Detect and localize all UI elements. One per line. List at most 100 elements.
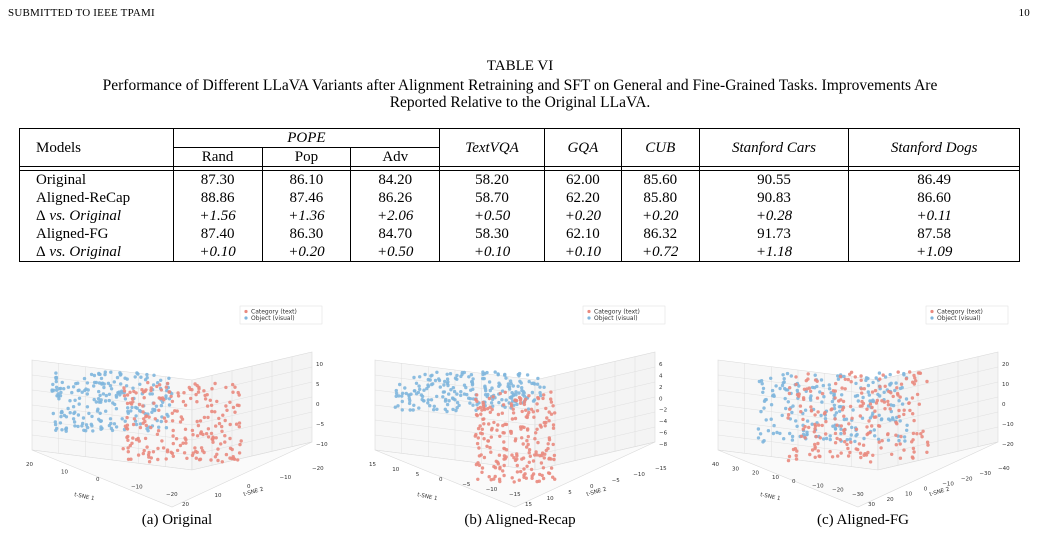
point-visual (888, 372, 892, 377)
z-tick-label: 5 (316, 382, 320, 388)
point-visual (772, 394, 776, 398)
point-text (183, 403, 188, 407)
point-visual (818, 390, 822, 394)
point-visual (790, 438, 795, 442)
table-caption-line-2: Reported Relative to the Original LLaVA. (389, 94, 651, 111)
point-text (501, 469, 505, 473)
point-visual (828, 434, 832, 438)
point-visual (157, 425, 161, 429)
point-text (912, 418, 916, 423)
point-text (231, 405, 236, 410)
point-visual (856, 399, 860, 403)
point-visual (102, 385, 106, 390)
z-tick-label: −5 (316, 422, 325, 428)
point-visual (848, 437, 852, 441)
scatter-points (393, 370, 557, 484)
point-text (147, 460, 152, 464)
point-visual (810, 422, 814, 426)
point-text (225, 408, 229, 412)
point-text (498, 391, 502, 396)
point-visual (838, 409, 842, 413)
z-tick-label: 20 (1002, 362, 1009, 368)
point-visual (429, 398, 434, 402)
table-cell: +1.09 (848, 243, 1020, 262)
point-visual (417, 384, 421, 388)
y-tick-label: −10 (280, 475, 292, 481)
point-text (140, 388, 144, 392)
point-text (488, 410, 492, 414)
point-text (836, 454, 840, 458)
point-visual (506, 382, 511, 386)
point-text (801, 427, 805, 431)
point-text (203, 397, 208, 401)
point-text (919, 432, 923, 436)
point-text (886, 399, 890, 404)
point-text (547, 419, 551, 423)
point-visual (87, 411, 91, 416)
point-text (161, 446, 166, 450)
point-visual (903, 439, 907, 443)
point-visual (112, 380, 117, 384)
point-visual (770, 388, 775, 393)
point-visual (828, 437, 832, 442)
point-text (477, 454, 482, 458)
point-text (546, 446, 550, 451)
z-ticks: 20 10 0 −10 −20 (1002, 362, 1014, 448)
point-visual (898, 386, 903, 391)
point-text (510, 476, 514, 480)
plot-legend: Category (text)Object (visual) (925, 305, 1009, 325)
point-text (142, 417, 146, 421)
point-text (788, 407, 792, 411)
point-text (526, 434, 530, 439)
point-text (158, 383, 162, 387)
point-visual (77, 396, 82, 400)
point-text (509, 404, 514, 408)
point-visual (433, 378, 438, 383)
point-text (860, 404, 864, 408)
point-visual (455, 392, 459, 396)
point-text (198, 419, 203, 423)
point-text (206, 415, 210, 420)
y-tick-label: 20 (887, 497, 894, 503)
point-visual (60, 380, 64, 385)
table-cell: +1.36 (261, 207, 352, 225)
point-visual (114, 407, 119, 411)
point-text (535, 402, 539, 406)
x-tick-label: 20 (26, 462, 33, 468)
point-text (235, 403, 240, 407)
point-text (865, 425, 869, 429)
point-visual (103, 372, 107, 377)
legend-marker-text (244, 309, 248, 314)
point-text (496, 423, 500, 427)
point-text (131, 400, 135, 404)
point-text (219, 442, 223, 446)
point-visual (855, 393, 860, 398)
point-visual (435, 394, 439, 399)
point-text (873, 409, 877, 413)
point-text (549, 397, 553, 401)
point-visual (838, 405, 843, 409)
point-text (541, 396, 545, 401)
point-visual (454, 408, 458, 413)
point-text (167, 390, 171, 394)
point-text (132, 417, 137, 421)
point-visual (394, 394, 398, 398)
point-visual (778, 386, 782, 391)
point-text (228, 446, 233, 450)
point-visual (470, 381, 475, 386)
point-text (794, 382, 798, 387)
point-text (164, 457, 168, 461)
point-visual (442, 390, 447, 394)
point-visual (517, 371, 522, 376)
point-visual (518, 379, 522, 383)
point-visual (166, 414, 170, 418)
point-text (490, 426, 494, 431)
point-text (539, 461, 544, 465)
point-text (831, 389, 836, 393)
point-text (527, 460, 531, 464)
point-visual (451, 407, 455, 412)
point-text (142, 396, 146, 400)
point-text (512, 456, 516, 460)
point-visual (784, 406, 788, 411)
row-model-name: Aligned-FG (19, 225, 174, 243)
